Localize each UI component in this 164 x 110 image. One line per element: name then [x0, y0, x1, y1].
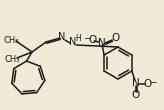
Text: O: O — [111, 33, 119, 43]
Text: O: O — [132, 90, 140, 100]
Text: H: H — [75, 34, 81, 42]
Text: O: O — [144, 79, 152, 89]
Text: −: − — [149, 78, 157, 86]
Text: N: N — [58, 32, 66, 42]
Text: O: O — [88, 35, 96, 45]
Text: −: − — [83, 34, 91, 42]
Text: N: N — [69, 37, 77, 47]
Text: CH₃: CH₃ — [3, 36, 19, 45]
Text: CH₃: CH₃ — [4, 54, 20, 63]
Text: N: N — [132, 78, 140, 88]
Text: N: N — [98, 38, 106, 48]
